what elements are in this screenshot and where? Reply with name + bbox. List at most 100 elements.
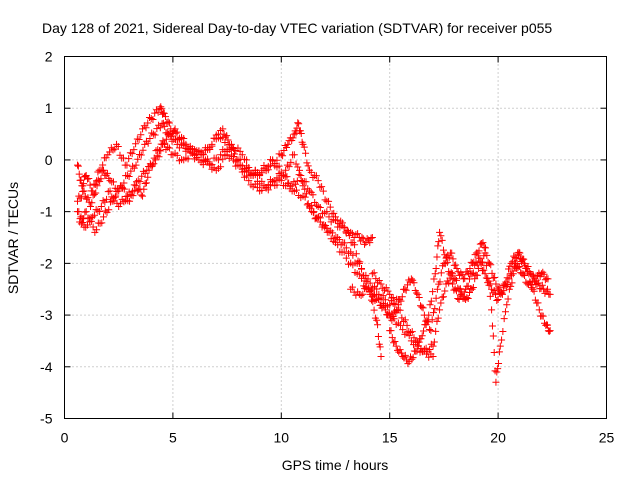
data-point xyxy=(367,286,375,294)
data-point xyxy=(164,143,172,151)
data-point xyxy=(364,275,372,283)
data-point xyxy=(370,306,378,314)
data-point xyxy=(396,306,404,314)
data-point xyxy=(475,247,483,255)
data-point xyxy=(292,186,300,194)
data-point xyxy=(219,133,227,141)
data-point xyxy=(480,243,488,251)
data-point xyxy=(534,279,542,287)
data-point xyxy=(427,297,435,305)
data-point xyxy=(441,287,449,295)
data-point xyxy=(466,265,474,273)
data-point xyxy=(429,342,437,350)
data-point xyxy=(412,337,420,345)
data-point xyxy=(114,143,122,151)
data-point xyxy=(96,208,104,216)
data-point xyxy=(75,170,83,178)
data-point xyxy=(75,208,83,216)
data-point xyxy=(316,183,324,191)
data-point xyxy=(123,192,131,200)
data-point xyxy=(103,169,111,177)
data-point xyxy=(538,281,546,289)
data-point xyxy=(449,255,457,263)
data-point xyxy=(120,198,128,206)
data-point xyxy=(130,164,138,172)
data-point xyxy=(352,231,360,239)
data-point xyxy=(410,279,418,287)
data-point xyxy=(368,234,376,241)
x-tick-label: 25 xyxy=(599,430,615,446)
data-point xyxy=(136,150,144,158)
data-point xyxy=(335,236,343,244)
data-point xyxy=(402,286,410,294)
data-point xyxy=(92,189,100,197)
data-point xyxy=(530,287,538,295)
data-point xyxy=(473,271,481,279)
data-point xyxy=(199,151,207,159)
data-point xyxy=(452,287,460,295)
data-point xyxy=(494,296,502,304)
data-point xyxy=(100,166,108,174)
data-point xyxy=(478,239,486,247)
data-point xyxy=(342,244,350,252)
data-point xyxy=(294,163,302,171)
data-point xyxy=(325,197,333,205)
data-point xyxy=(388,334,396,342)
data-point xyxy=(475,265,483,273)
data-point xyxy=(307,168,315,176)
data-point xyxy=(477,260,485,268)
data-point xyxy=(357,292,365,300)
data-point xyxy=(98,167,106,175)
data-point xyxy=(436,306,444,314)
data-point xyxy=(149,161,157,169)
data-point xyxy=(186,149,194,157)
data-point xyxy=(546,327,554,335)
data-point xyxy=(422,344,430,352)
data-point xyxy=(433,285,441,293)
data-point xyxy=(79,187,87,195)
data-point xyxy=(109,178,117,186)
data-point xyxy=(193,151,201,159)
data-point xyxy=(377,280,385,288)
y-axis-title: SDTVAR / TECUs xyxy=(5,182,21,294)
data-point xyxy=(340,224,348,232)
data-point xyxy=(273,181,281,189)
data-point xyxy=(432,327,440,335)
data-point xyxy=(88,199,96,207)
data-point xyxy=(155,153,163,161)
data-point xyxy=(428,316,436,324)
data-point xyxy=(508,258,516,266)
data-point xyxy=(449,280,457,288)
data-point xyxy=(132,161,140,169)
data-point xyxy=(435,238,443,246)
data-point xyxy=(490,286,498,294)
data-point xyxy=(521,271,529,279)
data-point xyxy=(286,182,294,190)
data-point xyxy=(123,161,131,169)
data-point xyxy=(325,213,333,221)
data-point xyxy=(158,105,166,113)
data-point xyxy=(128,150,136,158)
data-point xyxy=(376,343,384,351)
data-point xyxy=(426,301,434,309)
data-point xyxy=(398,293,406,301)
data-point xyxy=(126,149,134,157)
data-point xyxy=(503,301,511,309)
data-point xyxy=(399,326,407,334)
data-point xyxy=(407,275,415,283)
data-point xyxy=(377,352,385,360)
data-point xyxy=(100,213,108,221)
data-point xyxy=(493,297,501,305)
data-point xyxy=(504,295,512,303)
data-point xyxy=(165,144,173,152)
data-point xyxy=(403,321,411,329)
data-point xyxy=(144,119,152,127)
data-point xyxy=(150,154,158,162)
data-point xyxy=(245,177,253,185)
data-point xyxy=(463,294,471,302)
data-point xyxy=(489,332,497,340)
data-point xyxy=(438,293,446,301)
data-point xyxy=(264,186,272,194)
data-point xyxy=(155,146,163,154)
